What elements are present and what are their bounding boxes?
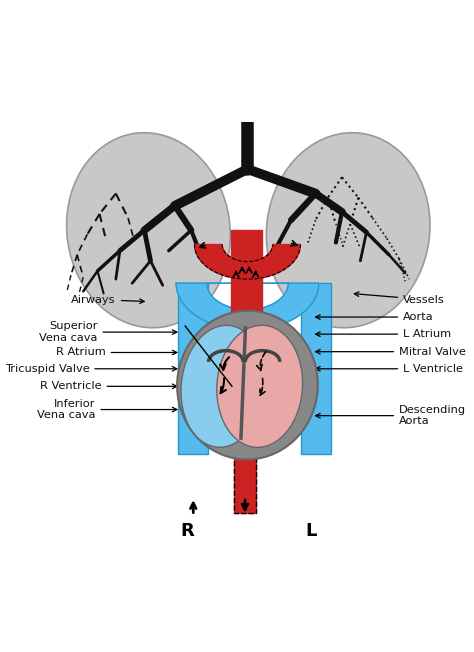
Text: R Atrium: R Atrium [56,348,177,357]
Text: Mitral Valve: Mitral Valve [316,347,466,357]
Ellipse shape [181,325,265,447]
Text: R Ventricle: R Ventricle [40,381,177,391]
Bar [301,283,330,454]
Bar [231,230,262,434]
Text: Descending
Aorta: Descending Aorta [316,405,466,426]
Ellipse shape [217,325,302,447]
Ellipse shape [66,133,230,328]
Text: Inferior
Vena cava: Inferior Vena cava [37,399,177,421]
Ellipse shape [177,311,318,460]
Text: R: R [180,522,194,541]
Polygon shape [194,244,301,279]
Text: L: L [306,522,317,541]
Bar [178,283,208,454]
Bar [234,424,256,514]
Text: L Ventricle: L Ventricle [316,364,463,374]
Text: Vessels: Vessels [355,292,445,304]
Text: Superior
Vena cava: Superior Vena cava [39,321,177,343]
Text: Tricuspid Valve: Tricuspid Valve [5,364,177,374]
Ellipse shape [266,133,430,328]
Text: Airways: Airways [72,295,144,304]
Text: Aorta: Aorta [316,312,434,322]
Text: L Atrium: L Atrium [316,329,451,339]
Polygon shape [176,283,319,330]
